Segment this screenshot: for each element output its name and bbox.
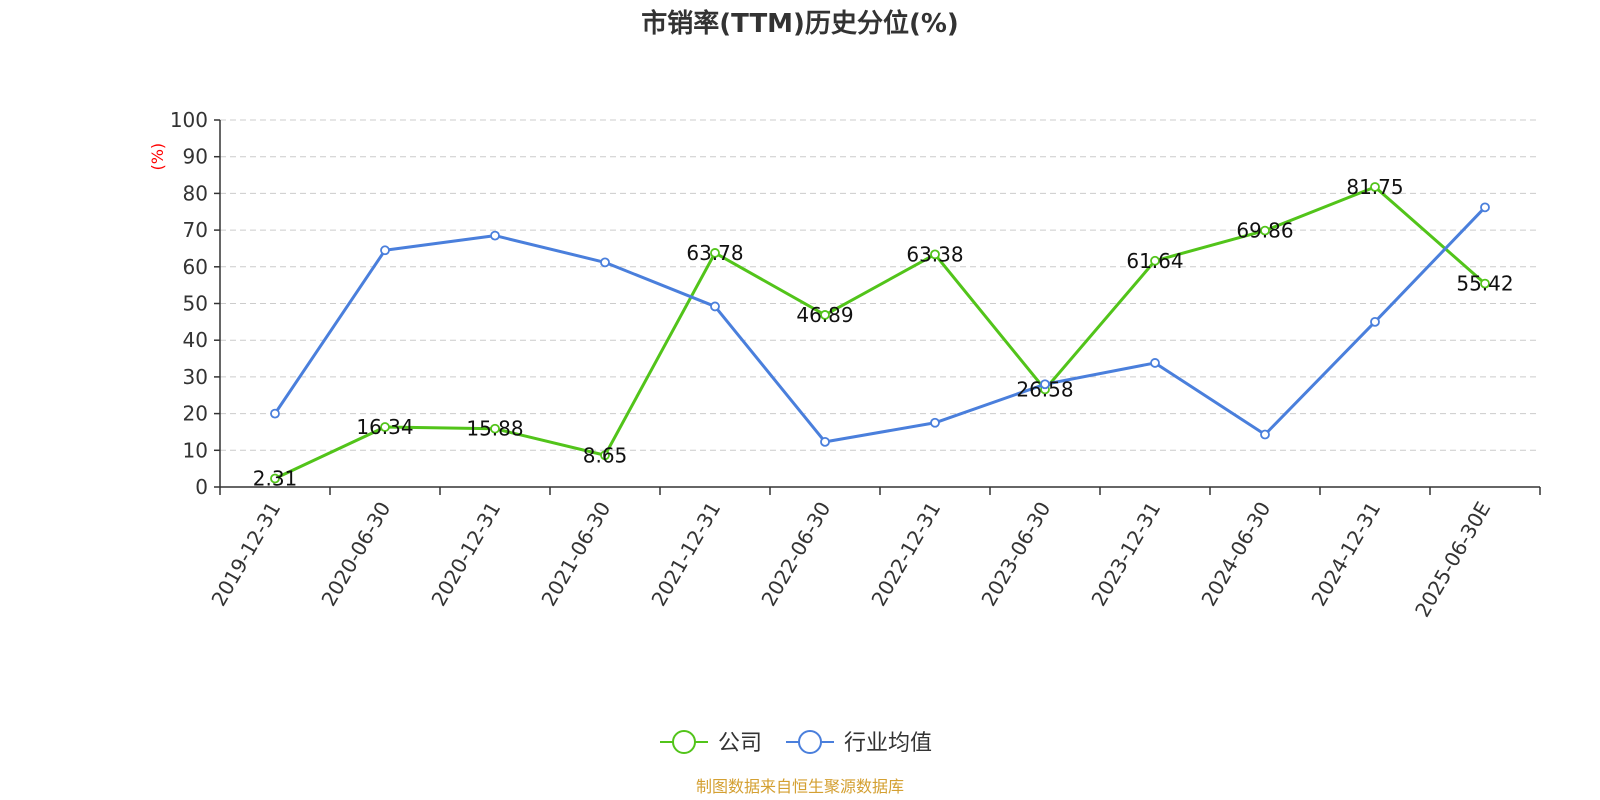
y-tick-label: 0 <box>195 475 208 499</box>
data-label: 69.86 <box>1236 219 1293 243</box>
data-point <box>1480 278 1490 289</box>
data-label: 8.65 <box>583 443 628 467</box>
y-tick-label: 90 <box>183 145 208 169</box>
axes: 0 10 20 30 40 50 60 70 80 90 100(%) 2019-12-31 2020-… <box>148 108 1541 622</box>
x-tick-label: 2021-06-30 <box>536 498 615 611</box>
data-point <box>270 408 280 419</box>
data-point <box>490 423 500 434</box>
x-tick-label: 2022-06-30 <box>756 498 835 611</box>
series-layer <box>270 182 1490 484</box>
data-point <box>270 473 280 484</box>
x-tick-label: 2020-06-30 <box>316 498 395 611</box>
y-tick-label: 50 <box>183 292 208 316</box>
y-axis-label: (%) <box>148 143 167 171</box>
data-point <box>490 230 500 241</box>
data-point <box>600 257 610 268</box>
legend[interactable]: 公司 行业均值 <box>660 730 932 756</box>
x-tick-label: 2023-12-31 <box>1086 498 1165 611</box>
chart-title: 市销率(TTM)历史分位(%) <box>641 8 959 39</box>
legend-marker <box>798 730 822 754</box>
x-tick-label: 2020-12-31 <box>426 498 505 611</box>
data-point <box>930 417 940 428</box>
data-label: 16.34 <box>356 415 413 439</box>
data-point <box>930 249 940 260</box>
y-tick-label: 40 <box>183 328 208 352</box>
y-tick-label: 60 <box>183 255 208 279</box>
data-point <box>820 436 830 447</box>
data-label: 55.42 <box>1456 272 1513 296</box>
y-tick-label: 20 <box>183 402 208 426</box>
y-tick-label: 80 <box>183 181 208 205</box>
y-tick-label: 100 <box>170 108 208 132</box>
x-tick-label: 2022-12-31 <box>866 498 945 611</box>
data-label: 81.75 <box>1346 175 1403 199</box>
data-point <box>1370 182 1380 192</box>
data-point <box>1370 316 1380 327</box>
data-point <box>710 301 720 312</box>
data-point <box>1150 255 1160 266</box>
x-tick-label: 2024-06-30 <box>1196 498 1275 611</box>
source-note: 制图数据来自恒生聚源数据库 <box>696 777 904 796</box>
legend-label: 行业均值 <box>844 731 932 756</box>
legend-label: 公司 <box>718 731 762 756</box>
x-tick-label: 2023-06-30 <box>976 498 1055 611</box>
data-point <box>820 310 830 320</box>
series-line-company <box>274 185 1486 480</box>
x-tick-label: 2021-12-31 <box>646 498 725 611</box>
x-tick-label: 2019-12-31 <box>206 498 285 611</box>
data-point <box>1040 379 1050 390</box>
data-point <box>1260 429 1270 440</box>
data-point <box>600 450 610 461</box>
data-point <box>1480 202 1490 213</box>
y-tick-label: 30 <box>183 365 208 389</box>
x-tick-label: 2024-12-31 <box>1306 498 1385 611</box>
data-point <box>1260 225 1270 236</box>
data-point <box>1150 358 1160 368</box>
grid-lines <box>220 119 1540 451</box>
data-labels: 2.31 16.34 15.88 8.65 63.78 46.89 63.38 26.58 61… <box>253 175 1514 491</box>
data-label: 26.58 <box>1016 377 1073 401</box>
x-tick-label: 2025-06-30E <box>1410 498 1495 622</box>
data-label: 63.38 <box>906 242 963 266</box>
series-line-industry-avg <box>273 206 1487 444</box>
legend-marker <box>672 730 696 754</box>
data-label: 2.31 <box>253 467 298 491</box>
legend-item-company[interactable]: 公司 <box>660 730 762 756</box>
data-label: 63.78 <box>686 241 743 265</box>
data-label: 46.89 <box>796 303 853 327</box>
data-label: 15.88 <box>466 417 523 441</box>
y-tick-label: 70 <box>183 218 208 242</box>
data-point <box>710 248 720 258</box>
data-label: 61.64 <box>1126 249 1183 273</box>
data-point <box>380 245 390 256</box>
y-tick-label: 10 <box>183 438 208 462</box>
legend-item-industry-avg[interactable]: 行业均值 <box>786 730 932 756</box>
data-point <box>380 422 390 432</box>
